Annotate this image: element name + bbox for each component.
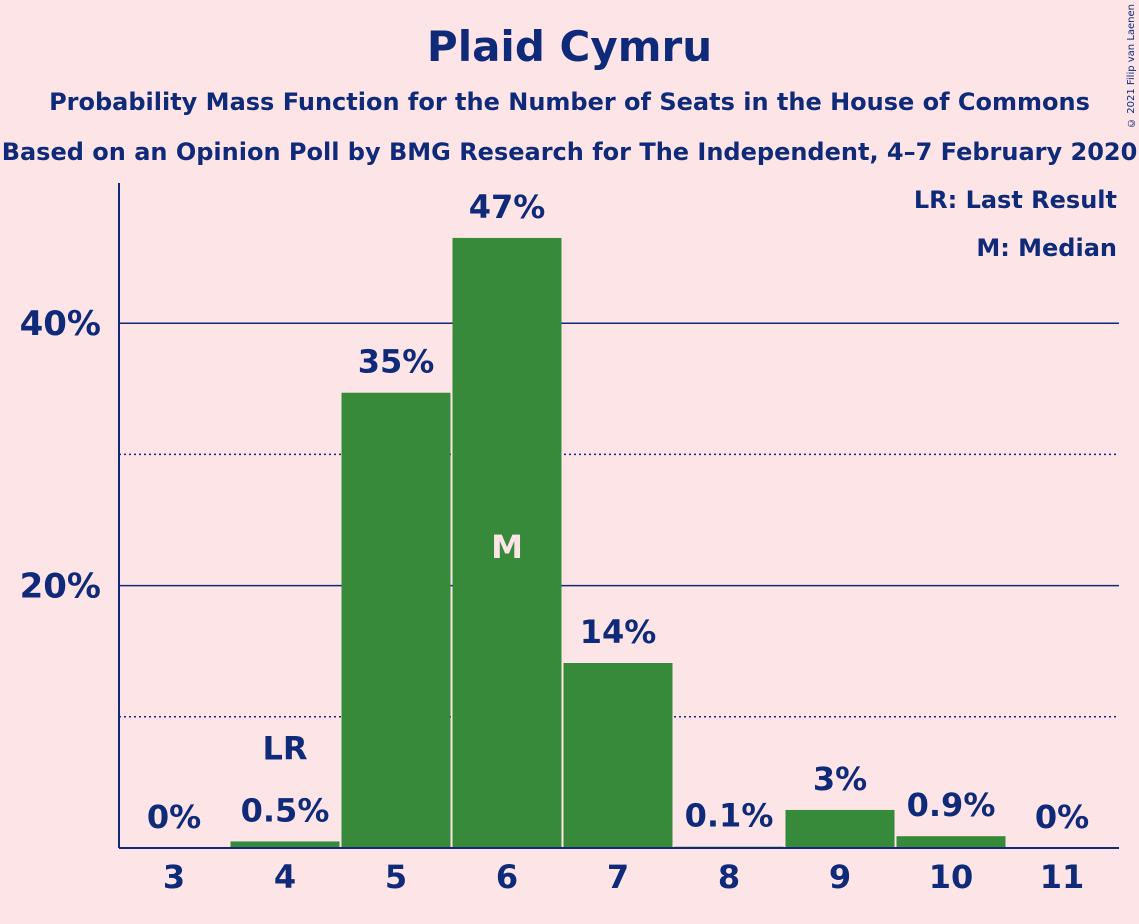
x-tick-label: 11 [1040, 858, 1085, 896]
median-marker: M [491, 528, 523, 566]
data-label: 3% [813, 760, 867, 798]
bar [230, 841, 340, 848]
data-label: 0.1% [685, 797, 774, 835]
x-tick-label: 5 [385, 858, 407, 896]
x-tick-label: 4 [274, 858, 296, 896]
x-tick-label: 7 [607, 858, 629, 896]
legend-last-result: LR: Last Result [913, 186, 1117, 214]
bar [896, 836, 1006, 848]
last-result-marker: LR [262, 729, 307, 767]
data-label: 14% [580, 613, 657, 651]
chart-source: Based on an Opinion Poll by BMG Research… [1, 138, 1138, 166]
bar [452, 237, 562, 849]
data-label: 0% [147, 798, 201, 836]
chart-subtitle: Probability Mass Function for the Number… [49, 88, 1090, 116]
legend-median: M: Median [976, 234, 1117, 262]
x-tick-label: 9 [829, 858, 851, 896]
data-label: 35% [358, 343, 435, 381]
bar [563, 663, 673, 848]
data-label: 0% [1035, 798, 1089, 836]
y-tick-label: 40% [20, 304, 101, 344]
data-label: 0.5% [241, 791, 330, 829]
y-tick-label: 20% [20, 567, 101, 607]
x-tick-label: 6 [496, 858, 518, 896]
bar [785, 809, 895, 848]
bar [341, 392, 451, 848]
x-tick-label: 10 [929, 858, 974, 896]
x-tick-label: 8 [718, 858, 740, 896]
chart-title: Plaid Cymru [426, 22, 713, 71]
data-label: 0.9% [907, 786, 996, 824]
data-label: 47% [469, 188, 546, 226]
x-tick-label: 3 [163, 858, 185, 896]
